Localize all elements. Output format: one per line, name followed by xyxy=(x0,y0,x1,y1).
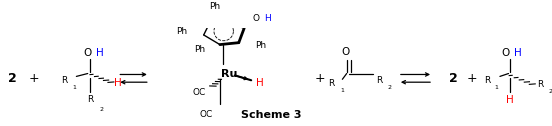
Text: O: O xyxy=(253,14,259,23)
Text: +: + xyxy=(315,72,325,85)
Text: R: R xyxy=(537,80,543,89)
Text: OC: OC xyxy=(193,88,206,97)
Text: O: O xyxy=(502,48,510,58)
Text: H: H xyxy=(506,94,513,105)
Text: H: H xyxy=(96,48,104,58)
Text: O: O xyxy=(342,47,350,57)
Text: R: R xyxy=(328,79,335,88)
Text: R: R xyxy=(484,76,490,85)
Text: 2: 2 xyxy=(388,85,392,90)
Text: R: R xyxy=(61,76,68,85)
Text: H: H xyxy=(257,78,264,88)
Text: R: R xyxy=(87,95,93,104)
Text: 2: 2 xyxy=(449,72,458,85)
Text: Ph: Ph xyxy=(255,41,266,50)
Text: H: H xyxy=(514,48,522,58)
Text: 1: 1 xyxy=(495,85,498,90)
Text: R: R xyxy=(376,76,382,85)
Text: 2: 2 xyxy=(549,89,552,94)
Text: H: H xyxy=(114,78,121,88)
Text: Scheme 3: Scheme 3 xyxy=(241,110,301,120)
Text: 2: 2 xyxy=(8,72,17,85)
Text: Ph: Ph xyxy=(209,2,220,11)
Text: Ru: Ru xyxy=(221,69,238,78)
Text: H: H xyxy=(264,14,271,23)
Text: 1: 1 xyxy=(341,88,344,93)
Text: Ph: Ph xyxy=(177,27,188,36)
Text: OC: OC xyxy=(200,109,213,119)
Text: 2: 2 xyxy=(99,107,103,112)
Text: +: + xyxy=(29,72,39,85)
Text: +: + xyxy=(467,72,477,85)
Text: 1: 1 xyxy=(72,85,76,90)
Text: O: O xyxy=(83,48,92,58)
Text: Ph: Ph xyxy=(194,45,205,54)
